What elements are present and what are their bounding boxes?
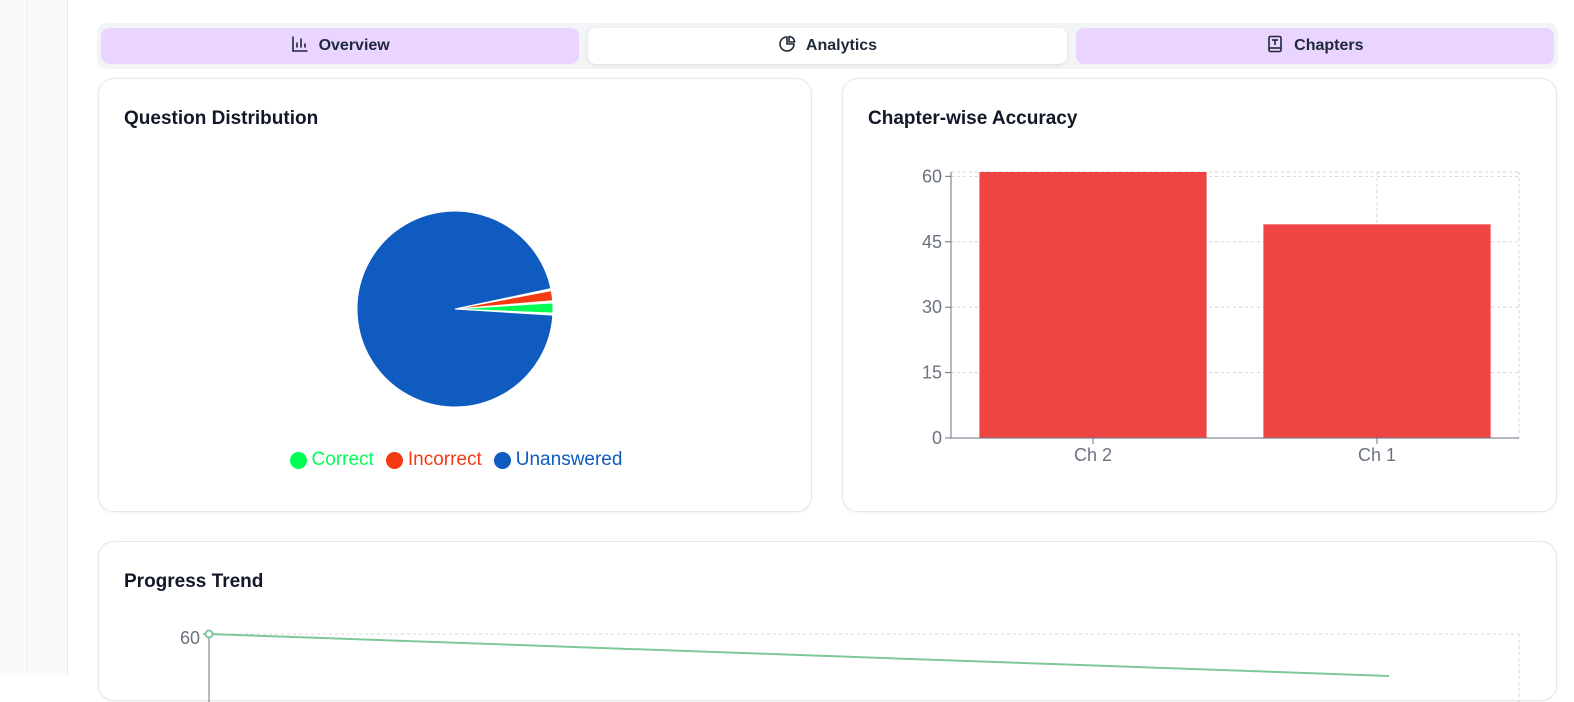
y-tick-label: 60 (180, 628, 200, 648)
chapter-accuracy-card: Chapter-wise Accuracy 0 15 30 45 60 Ch 2 Ch 1 (842, 78, 1557, 512)
legend-item-unanswered: Unanswered (493, 449, 623, 471)
card-title: Question Distribution (124, 108, 319, 129)
bar-ch-1[interactable] (1263, 224, 1491, 438)
sidebar (29, 0, 68, 675)
x-tick-label: Ch 2 (1074, 445, 1112, 465)
legend-label: Incorrect (407, 449, 482, 470)
tab-analytics[interactable]: Analytics (588, 28, 1067, 64)
pie-slice-incorrect[interactable] (454, 290, 554, 310)
question-distribution-card: Question Distribution Correct Incorrect … (98, 78, 812, 512)
pie-chart-icon (778, 35, 796, 58)
y-tick-label: 30 (922, 297, 942, 317)
legend-label: Unanswered (515, 449, 623, 470)
legend-swatch-incorrect (385, 451, 403, 469)
app-rail (0, 0, 28, 675)
trend-point[interactable] (204, 629, 214, 639)
tab-label: Chapters (1294, 37, 1364, 54)
legend-item-incorrect: Incorrect (385, 449, 482, 471)
legend-item-correct: Correct (289, 449, 374, 471)
pie-slice-unanswered[interactable] (356, 210, 554, 408)
y-tick-label: 0 (932, 428, 942, 448)
pie-slice-correct[interactable] (454, 302, 554, 314)
pie-chart (356, 210, 554, 408)
progress-trend-card: Progress Trend 60 (98, 541, 1557, 702)
legend-swatch-unanswered (493, 451, 511, 469)
y-tick-label: 15 (922, 363, 942, 383)
tab-chapters[interactable]: Chapters (1075, 28, 1554, 64)
pie-legend: Correct Incorrect Unanswered (99, 449, 813, 471)
tab-label: Analytics (805, 37, 878, 54)
legend-label: Correct (311, 449, 374, 470)
tab-bar: Overview Analytics Chapters (97, 23, 1558, 69)
card-title: Chapter-wise Accuracy (868, 108, 1078, 129)
line-chart: 60 (180, 628, 1520, 702)
bar-chart: 0 15 30 45 60 Ch 2 Ch 1 (922, 166, 1520, 465)
tab-overview[interactable]: Overview (101, 28, 580, 64)
tab-label: Overview (318, 37, 390, 54)
legend-swatch-correct (289, 451, 307, 469)
bar-chart-icon (291, 35, 309, 58)
book-icon (1266, 35, 1284, 58)
card-title: Progress Trend (124, 571, 264, 592)
trend-line[interactable] (208, 633, 1390, 677)
bar-ch-2[interactable] (979, 172, 1207, 438)
y-tick-label: 45 (922, 232, 942, 252)
y-tick-label: 60 (922, 166, 942, 186)
x-tick-label: Ch 1 (1358, 445, 1396, 465)
